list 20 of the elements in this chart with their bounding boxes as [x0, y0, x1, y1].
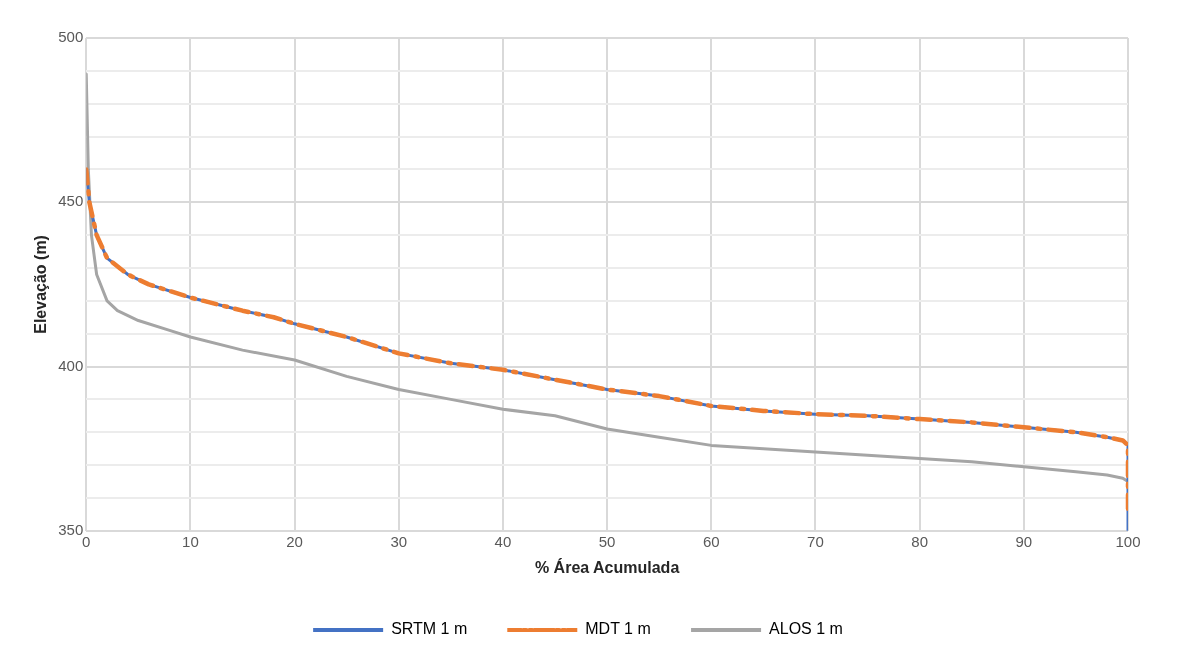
x-tick-label: 30 [390, 532, 408, 550]
x-tick-label: 90 [1015, 532, 1033, 550]
x-tick-label: 50 [598, 532, 616, 550]
y-tick-label: 500 [58, 28, 84, 46]
y-tick-label: 450 [58, 192, 84, 210]
x-tick-label: 20 [286, 532, 303, 550]
legend-label: ALOS 1 m [769, 620, 843, 638]
y-tick-label: 400 [58, 356, 84, 374]
x-tick-label: 60 [702, 532, 720, 550]
x-axis-title: % Área Acumulada [534, 557, 680, 576]
x-tick-label: 10 [182, 532, 199, 550]
y-tick-label: 350 [58, 520, 84, 538]
legend-label: MDT 1 m [585, 620, 651, 638]
x-tick-label: 100 [1115, 532, 1141, 550]
x-tick-label: 70 [807, 532, 824, 550]
x-tick-label: 40 [494, 532, 512, 550]
legend-label: SRTM 1 m [391, 620, 468, 638]
y-axis-title: Elevação (m) [32, 235, 50, 334]
x-tick-label: 80 [911, 532, 928, 550]
x-tick-label: 0 [82, 532, 91, 550]
